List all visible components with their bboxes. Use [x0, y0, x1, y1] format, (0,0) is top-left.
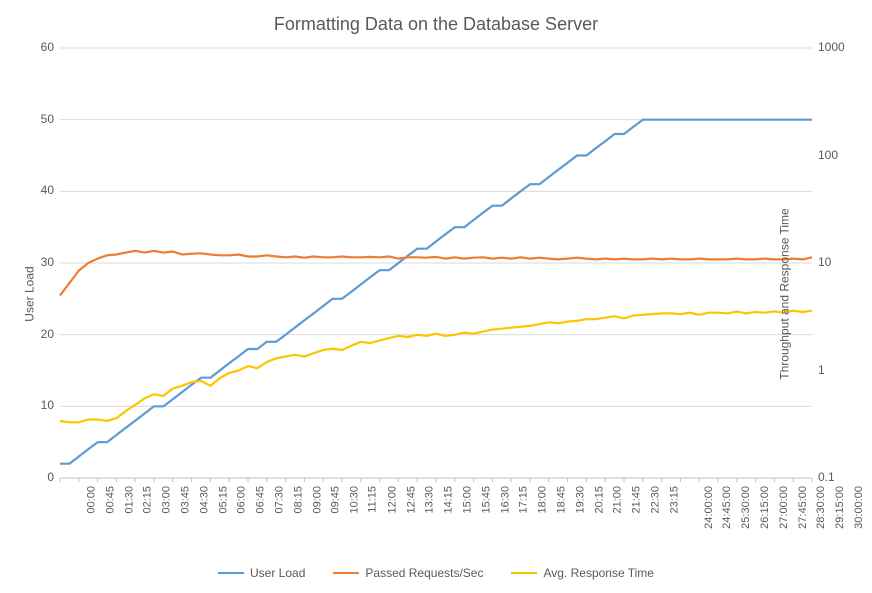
x-tick-label: 03:45 — [180, 486, 192, 514]
x-tick-label: 29:15:00 — [834, 486, 846, 529]
x-tick-label: 18:00 — [537, 486, 549, 514]
x-tick-label: 12:45 — [405, 486, 417, 514]
x-tick-label: 02:15 — [142, 486, 154, 514]
series-passed-requests-sec — [60, 251, 812, 296]
series-avg-response-time — [60, 311, 812, 423]
y2-tick-label: 100 — [818, 148, 838, 162]
y1-tick-label: 10 — [41, 398, 54, 412]
x-tick-label: 09:00 — [311, 486, 323, 514]
x-tick-label: 28:30:00 — [815, 486, 827, 529]
x-tick-label: 03:00 — [161, 486, 173, 514]
x-tick-label: 21:00 — [612, 486, 624, 514]
x-tick-label: 07:30 — [274, 486, 286, 514]
legend-swatch — [511, 572, 537, 574]
x-tick-label: 05:15 — [217, 486, 229, 514]
x-tick-label: 25:30:00 — [740, 486, 752, 529]
x-tick-label: 04:30 — [198, 486, 210, 514]
x-tick-label: 00:00 — [86, 486, 98, 514]
x-tick-label: 12:00 — [386, 486, 398, 514]
x-tick-label: 08:15 — [292, 486, 304, 514]
series-user-load — [60, 120, 812, 464]
x-tick-label: 24:45:00 — [721, 486, 733, 529]
y1-tick-label: 60 — [41, 40, 54, 54]
x-tick-label: 01:30 — [123, 486, 135, 514]
x-tick-label: 10:30 — [349, 486, 361, 514]
x-tick-label: 30:00:00 — [853, 486, 865, 529]
x-tick-label: 23:15 — [668, 486, 680, 514]
x-tick-label: 14:15 — [443, 486, 455, 514]
x-tick-label: 24:00:00 — [702, 486, 714, 529]
y1-tick-label: 40 — [41, 183, 54, 197]
y1-tick-label: 30 — [41, 255, 54, 269]
legend-label: Avg. Response Time — [543, 566, 654, 580]
y2-axis-label: Throughput and Response Time — [777, 208, 791, 379]
legend-label: User Load — [250, 566, 305, 580]
y1-tick-label: 0 — [47, 470, 54, 484]
x-tick-label: 06:00 — [236, 486, 248, 514]
x-tick-label: 17:15 — [518, 486, 530, 514]
x-tick-label: 15:00 — [462, 486, 474, 514]
y2-tick-label: 10 — [818, 255, 831, 269]
chart-container: Formatting Data on the Database Server U… — [0, 0, 872, 588]
x-tick-label: 11:15 — [367, 486, 379, 513]
legend-item: Passed Requests/Sec — [333, 566, 483, 580]
legend-swatch — [333, 572, 359, 574]
legend-item: Avg. Response Time — [511, 566, 654, 580]
legend-label: Passed Requests/Sec — [365, 566, 483, 580]
x-tick-label: 18:45 — [556, 486, 568, 514]
y2-tick-label: 0.1 — [818, 470, 835, 484]
x-tick-label: 00:45 — [104, 486, 116, 514]
y2-tick-label: 1000 — [818, 40, 845, 54]
x-tick-label: 26:15:00 — [759, 486, 771, 529]
x-tick-label: 20:15 — [593, 486, 605, 514]
x-tick-label: 22:30 — [650, 486, 662, 514]
x-tick-label: 16:30 — [499, 486, 511, 514]
chart-title: Formatting Data on the Database Server — [0, 14, 872, 35]
x-tick-label: 06:45 — [255, 486, 267, 514]
chart-legend: User Load Passed Requests/Sec Avg. Respons… — [0, 563, 872, 580]
x-tick-label: 09:45 — [330, 486, 342, 514]
y1-tick-label: 20 — [41, 327, 54, 341]
x-tick-label: 15:45 — [480, 486, 492, 514]
y2-tick-label: 1 — [818, 363, 825, 377]
y1-axis-label: User Load — [23, 266, 37, 321]
legend-swatch — [218, 572, 244, 574]
x-tick-label: 27:00:00 — [778, 486, 790, 529]
x-tick-label: 21:45 — [631, 486, 643, 514]
x-tick-label: 27:45:00 — [796, 486, 808, 529]
y1-tick-label: 50 — [41, 112, 54, 126]
x-tick-label: 13:30 — [424, 486, 436, 514]
x-tick-label: 19:30 — [574, 486, 586, 514]
legend-item: User Load — [218, 566, 305, 580]
